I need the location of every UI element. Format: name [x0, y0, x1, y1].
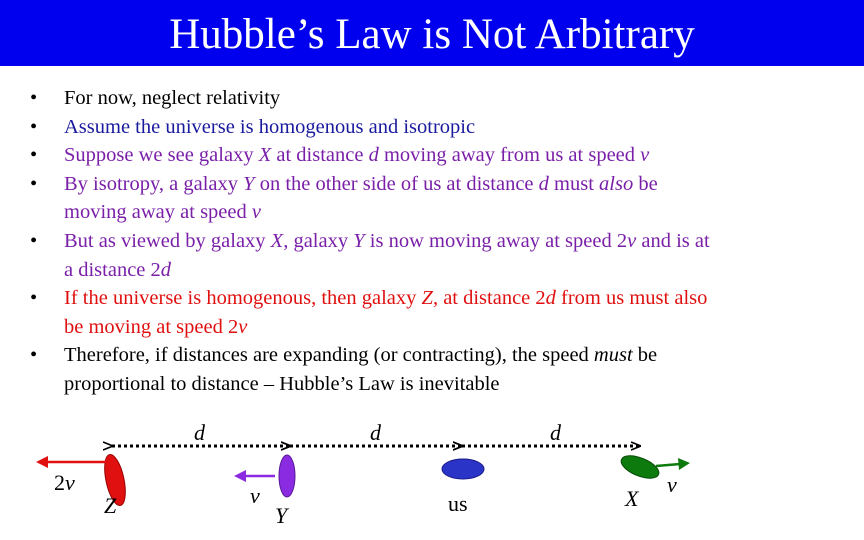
text-segment: is now moving away at speed 2	[364, 229, 628, 252]
velocity-arrowhead-x	[678, 458, 690, 470]
velocity-arrow-x	[655, 462, 681, 468]
text-segment: Y	[243, 172, 255, 195]
galaxy-y	[278, 454, 296, 498]
text-segment: also	[599, 172, 634, 195]
bullet-list: • For now, neglect relativity • Assume the…	[28, 84, 838, 399]
text-segment: must	[593, 344, 633, 367]
title-bar	[0, 0, 864, 66]
text-segment: d	[368, 144, 379, 167]
velocity-arrowhead-z	[36, 456, 48, 468]
velocity-label-y: v	[250, 483, 260, 508]
text-segment: moving away at speed	[64, 201, 252, 224]
text-segment: X	[258, 144, 272, 167]
text-segment: be moving at speed 2	[64, 315, 239, 338]
bullet-item: • But as viewed by galaxy X, galaxy Y is …	[28, 227, 838, 284]
text-segment: Assume the universe is homogenous and is…	[64, 115, 476, 138]
text-segment: moving away from us at speed	[378, 144, 641, 167]
bullet-dot: •	[30, 287, 38, 310]
text-segment: Y	[353, 229, 365, 252]
text-segment: from us must also	[555, 287, 708, 310]
galaxy-z	[104, 453, 126, 507]
text-segment: must	[548, 172, 600, 195]
text-segment: v	[640, 144, 650, 167]
text-segment: v	[238, 315, 248, 338]
text-segment: If the universe is homogenous, then gala…	[64, 287, 422, 310]
galaxy-label-us: us	[448, 491, 468, 516]
distance-label-1: d	[194, 420, 206, 445]
velocity-label-x: v	[667, 472, 677, 497]
bullet-dot: •	[30, 172, 38, 195]
text-segment: Suppose we see galaxy	[64, 144, 259, 167]
text-segment: For now, neglect relativity	[64, 87, 281, 109]
text-segment: d	[545, 287, 556, 310]
bullet-text: But as viewed by galaxy X, galaxy Y is n…	[64, 230, 710, 281]
text-segment: a distance 2	[64, 258, 161, 281]
text-segment: v	[627, 229, 637, 252]
bullet-item: • Therefore, if distances are expanding (…	[28, 341, 838, 398]
text-segment: Z	[421, 287, 433, 310]
bullet-dot: •	[30, 344, 38, 367]
bullet-text: Suppose we see galaxy X at distance d mo…	[64, 144, 649, 166]
bullet-item: • By isotropy, a galaxy Y on the other si…	[28, 170, 838, 227]
galaxy-us	[441, 458, 485, 480]
text-segment: , galaxy	[283, 229, 354, 252]
text-segment: Therefore, if distances are expanding (o…	[64, 344, 594, 367]
text-segment: d	[160, 258, 172, 281]
expansion-diagram: d d d 2v Z v Y us v X	[36, 420, 690, 528]
bullet-item: • If the universe is homogenous, then gal…	[28, 284, 838, 341]
bullet-item: • Assume the universe is homogenous and i…	[28, 113, 838, 142]
text-segment: X	[270, 229, 284, 252]
text-segment: proportional to distance – Hubble’s Law …	[64, 372, 500, 395]
galaxy-x	[620, 455, 660, 479]
bullet-text: For now, neglect relativity	[64, 87, 280, 109]
bullet-dot: •	[30, 144, 38, 167]
bullet-text: Assume the universe is homogenous and is…	[64, 116, 475, 138]
text-segment: be	[632, 344, 658, 367]
velocity-label-z-text: 2v	[54, 470, 75, 495]
galaxy-label-z: Z	[104, 493, 117, 518]
velocity-arrowhead-y	[234, 470, 246, 482]
text-segment: , at distance 2	[432, 287, 546, 310]
text-segment: at distance	[271, 144, 369, 167]
galaxy-label-x: X	[624, 486, 640, 511]
bullet-dot: •	[30, 115, 38, 138]
bullet-item: • Suppose we see galaxy X at distance d m…	[28, 141, 838, 170]
velocity-label-z: 2v	[54, 470, 75, 495]
text-segment: on the other side of us at distance	[254, 172, 539, 195]
bullet-dot: •	[30, 229, 38, 252]
text-segment: and is at	[636, 229, 710, 252]
distance-label-2: d	[370, 420, 382, 445]
text-segment: v	[251, 201, 261, 224]
text-segment: By isotropy, a galaxy	[64, 172, 244, 195]
distance-label-3: d	[550, 420, 562, 445]
bullet-text: By isotropy, a galaxy Y on the other sid…	[64, 173, 658, 224]
text-segment: But as viewed by galaxy	[64, 229, 271, 252]
bullet-dot: •	[30, 87, 38, 109]
text-segment: be	[633, 172, 658, 195]
bullet-item: • For now, neglect relativity	[28, 84, 838, 113]
text-segment: d	[538, 172, 549, 195]
galaxy-label-y: Y	[275, 503, 290, 528]
bullet-text: Therefore, if distances are expanding (o…	[64, 344, 657, 395]
bullet-text: If the universe is homogenous, then gala…	[64, 287, 707, 338]
slide-title: Hubble’s Law is Not Arbitrary	[169, 11, 695, 58]
